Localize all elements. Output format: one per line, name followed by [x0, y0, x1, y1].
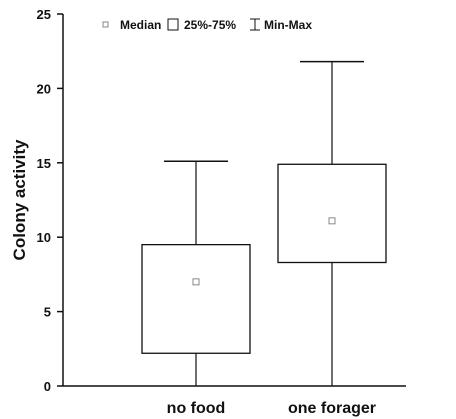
- y-axis-ticks: 0 5 10 15 20 25: [37, 7, 63, 394]
- y-tick-label-10: 10: [37, 230, 51, 245]
- x-label-one-forager: one forager: [288, 400, 376, 417]
- legend-median-marker: [102, 21, 109, 28]
- boxes-group: [141, 60, 387, 386]
- legend-whisker-marker: [250, 18, 260, 31]
- box-no-food: [141, 160, 251, 386]
- iqr-box-no-food: [141, 243, 251, 354]
- x-label-no-food: no food: [167, 400, 226, 417]
- median-marker-one-forager: [328, 217, 336, 225]
- y-tick-label-15: 15: [37, 156, 51, 171]
- legend-box-label: 25%-75%: [184, 18, 236, 32]
- legend-whisker-label: Min-Max: [264, 18, 312, 32]
- legend-box-marker: [167, 18, 179, 31]
- x-axis-labels: no food one forager: [167, 400, 376, 417]
- y-tick-label-25: 25: [37, 7, 51, 22]
- legend-median-label: Median: [120, 18, 161, 32]
- y-tick-label-0: 0: [44, 379, 51, 394]
- median-marker-no-food: [192, 278, 200, 286]
- legend: Median 25%-75% Min-Max: [102, 18, 312, 32]
- y-tick-label-5: 5: [44, 305, 51, 320]
- iqr-box-one-forager: [277, 163, 387, 264]
- box-one-forager: [277, 60, 387, 386]
- y-axis-label: Colony activity: [10, 139, 29, 260]
- y-tick-label-20: 20: [37, 81, 51, 96]
